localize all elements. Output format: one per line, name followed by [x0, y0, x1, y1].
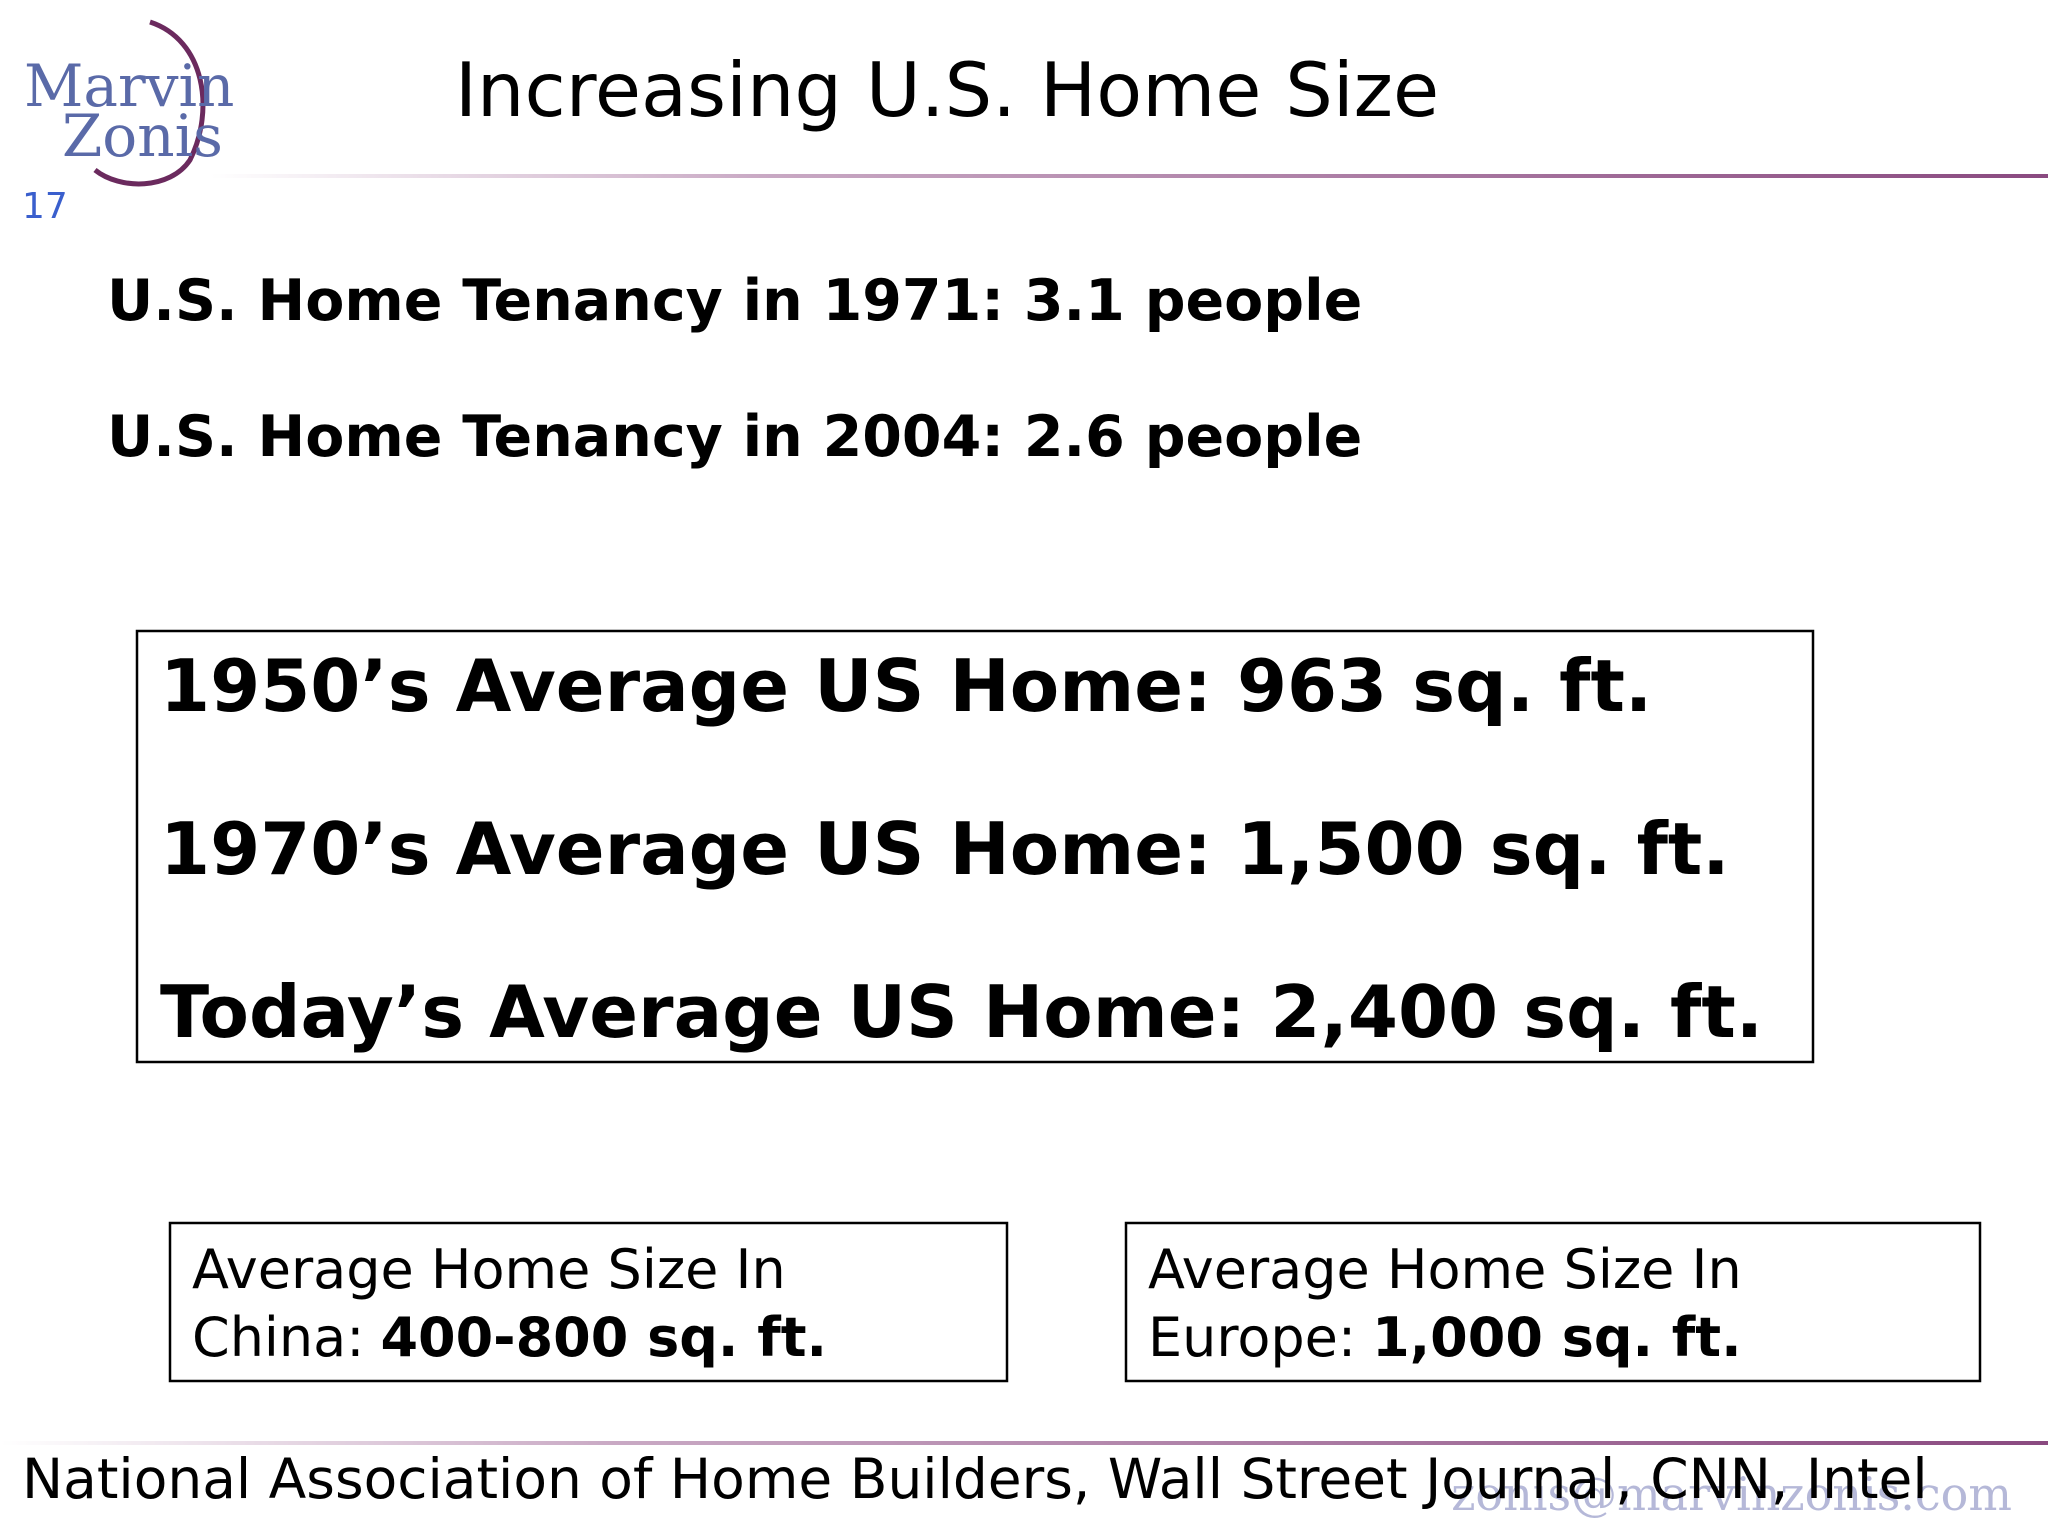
comparison-label: China:: [192, 1306, 364, 1369]
comparison-box: [1124, 1221, 1982, 1383]
logo-line2: Zonis: [62, 102, 223, 170]
comparison-line2: Europe: 1,000 sq. ft.: [1148, 1306, 1742, 1369]
comparison-value: 1,000 sq. ft.: [1372, 1306, 1742, 1369]
footer-rule: [0, 1441, 2048, 1445]
comparison-box: [168, 1221, 1009, 1383]
source: National Association of Home Builders, W…: [22, 1447, 1928, 1511]
home-size-box: [135, 629, 1815, 1064]
watermark: zonis@marvinzonis.com: [1451, 1467, 2012, 1521]
logo-swoosh: [93, 19, 206, 187]
comparison-value: 400-800 sq. ft.: [380, 1306, 827, 1369]
home-size-line: 1950’s Average US Home: 963 sq. ft.: [160, 644, 1652, 728]
logo-line1: Marvin: [24, 52, 234, 120]
tenancy-line: U.S. Home Tenancy in 2004: 2.6 people: [107, 404, 1362, 470]
header-rule: [210, 174, 2048, 178]
comparison-line1: Average Home Size In: [1148, 1238, 1742, 1301]
comparison-line2: China: 400-800 sq. ft.: [192, 1306, 827, 1369]
slide-number: 17: [22, 186, 68, 227]
comparison-label: Europe:: [1148, 1306, 1356, 1369]
home-size-line: 1970’s Average US Home: 1,500 sq. ft.: [160, 807, 1730, 891]
tenancy-line: U.S. Home Tenancy in 1971: 3.1 people: [107, 268, 1362, 334]
title: Increasing U.S. Home Size: [455, 46, 1439, 134]
comparison-line1: Average Home Size In: [192, 1238, 786, 1301]
home-size-line: Today’s Average US Home: 2,400 sq. ft.: [160, 970, 1763, 1054]
